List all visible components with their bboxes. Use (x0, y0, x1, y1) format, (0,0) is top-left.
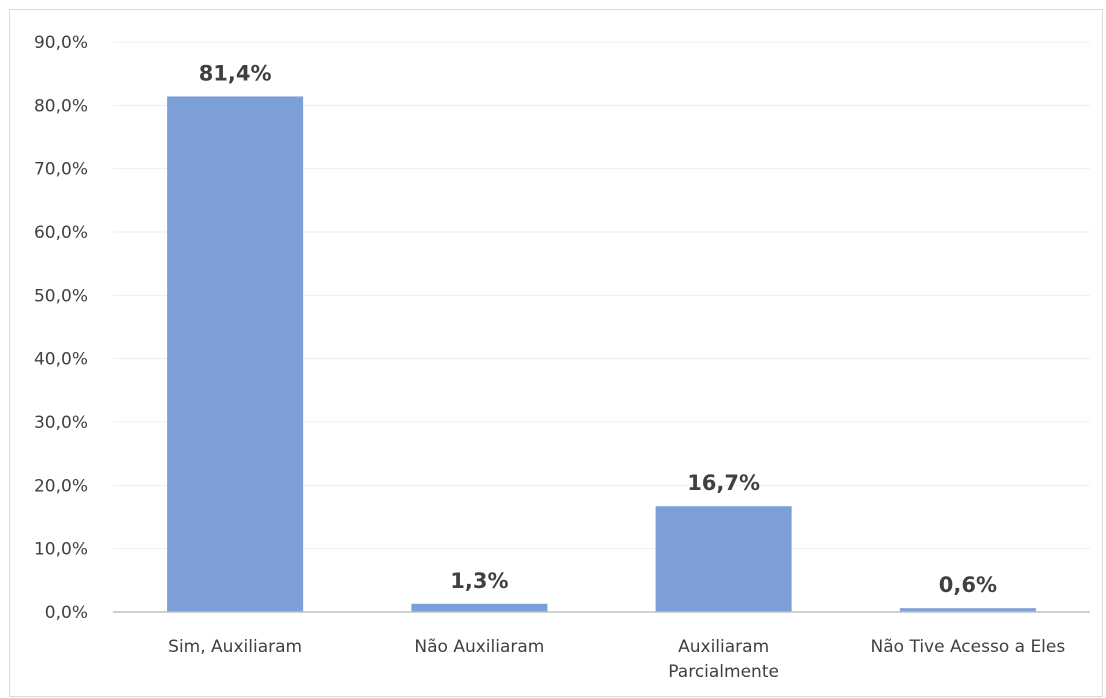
y-axis-ticks: 0,0% 10,0% 20,0% 30,0% 40,0% 50,0% 60,0% 70,0% 8… (34, 33, 88, 623)
x-category-label: Não Tive Acesso a Eles (871, 637, 1066, 657)
y-tick-label: 0,0% (45, 603, 88, 623)
y-tick-label: 40,0% (34, 350, 88, 370)
y-tick-label: 20,0% (34, 476, 88, 496)
y-tick-label: 30,0% (34, 413, 88, 433)
x-category-label: Parcialmente (668, 662, 779, 682)
y-tick-label: 50,0% (34, 286, 88, 306)
bars (167, 96, 1036, 612)
data-label: 81,4% (199, 61, 272, 85)
bar (167, 96, 304, 612)
x-category-label: Não Auxiliaram (414, 637, 544, 657)
data-label: 1,3% (450, 569, 508, 593)
y-tick-label: 10,0% (34, 540, 88, 560)
x-axis-categories: Sim, Auxiliaram Não Auxiliaram Auxiliaram P… (168, 637, 1065, 682)
y-tick-label: 60,0% (34, 223, 88, 243)
x-category-label: Auxiliaram (678, 637, 769, 657)
y-tick-label: 90,0% (34, 33, 88, 53)
y-tick-label: 80,0% (34, 96, 88, 116)
x-category-label: Sim, Auxiliaram (168, 637, 302, 657)
data-labels: 81,4% 1,3% 16,7% 0,6% (199, 61, 997, 597)
y-tick-label: 70,0% (34, 160, 88, 180)
data-label: 16,7% (687, 471, 760, 495)
bar (411, 603, 548, 612)
bar (655, 506, 792, 612)
bar (899, 608, 1036, 612)
data-label: 0,6% (939, 573, 997, 597)
